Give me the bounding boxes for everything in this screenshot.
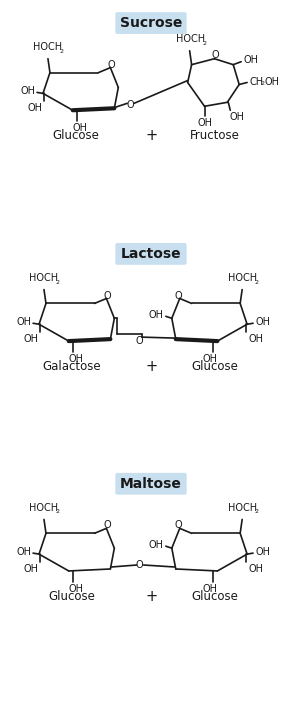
Text: OH: OH [243,55,258,65]
Text: 2: 2 [56,510,60,515]
Text: OH: OH [68,354,83,364]
Text: HOCH: HOCH [228,273,257,283]
Text: O: O [104,290,111,300]
Text: OH: OH [23,334,38,344]
Text: OH: OH [248,564,263,574]
Text: OH: OH [68,584,83,594]
Text: OH: OH [229,112,244,122]
Text: O: O [212,50,219,60]
Text: O: O [104,520,111,530]
Text: O: O [175,520,182,530]
Text: +: + [146,589,158,604]
Text: HOCH: HOCH [29,503,59,512]
Text: OH: OH [23,564,38,574]
Text: OH: OH [197,118,212,128]
Text: O: O [126,101,134,110]
Text: OH: OH [20,86,35,96]
Text: O: O [136,560,143,570]
Text: Glucose: Glucose [191,591,238,603]
FancyBboxPatch shape [115,473,187,495]
Text: OH: OH [255,547,270,557]
Text: OH: OH [203,584,218,594]
Text: 2: 2 [254,280,258,285]
Text: OH: OH [203,354,218,364]
Text: OH: OH [16,547,31,557]
FancyBboxPatch shape [115,243,187,265]
Text: Glucose: Glucose [52,129,99,141]
Text: OH: OH [27,103,42,113]
Text: OH: OH [265,77,280,86]
Text: OH: OH [149,310,164,321]
Text: HOCH: HOCH [228,503,257,512]
Text: CH: CH [249,77,263,86]
Text: Sucrose: Sucrose [120,16,182,30]
Text: Glucose: Glucose [48,591,95,603]
Text: 2: 2 [60,49,64,53]
Text: 2: 2 [261,81,265,86]
Text: Galactose: Galactose [42,361,101,373]
Text: Maltose: Maltose [120,477,182,491]
Text: HOCH: HOCH [34,41,63,52]
Text: +: + [146,127,158,143]
Text: OH: OH [16,317,31,328]
Text: OH: OH [72,123,87,133]
Text: O: O [175,290,182,300]
Text: O: O [108,60,115,70]
Text: OH: OH [248,334,263,344]
FancyBboxPatch shape [115,12,187,34]
Text: HOCH: HOCH [176,34,205,44]
Text: Glucose: Glucose [191,361,238,373]
Text: 2: 2 [254,510,258,515]
Text: HOCH: HOCH [29,273,59,283]
Text: 2: 2 [56,280,60,285]
Text: OH: OH [149,540,164,550]
Text: OH: OH [255,317,270,328]
Text: Fructose: Fructose [189,129,239,141]
Text: O: O [135,336,143,346]
Text: 2: 2 [203,41,207,46]
Text: Lactose: Lactose [121,247,181,261]
Text: +: + [146,359,158,375]
